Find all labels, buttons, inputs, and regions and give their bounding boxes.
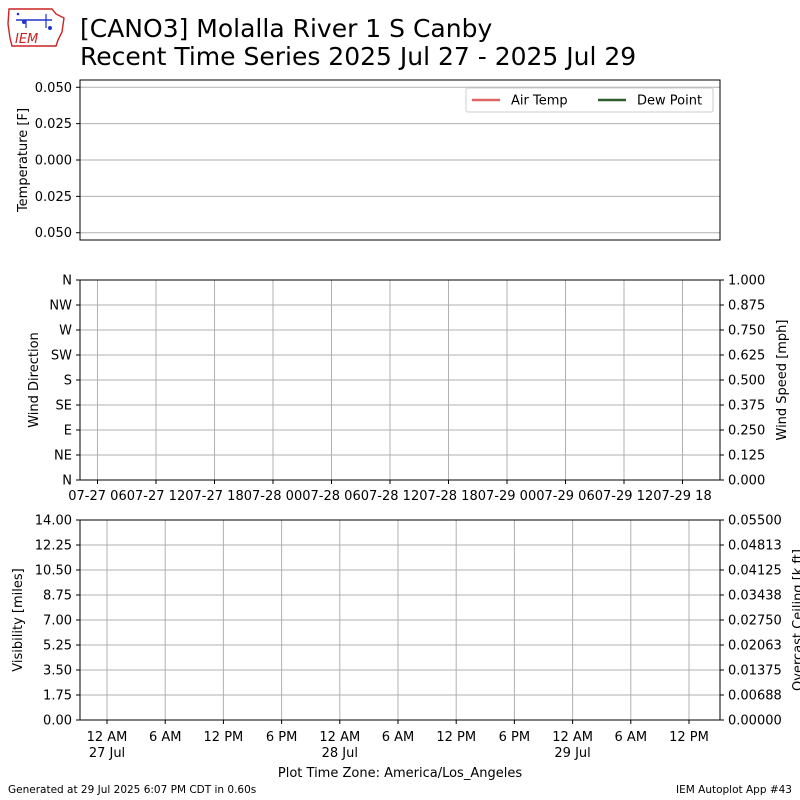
iowa-outline-icon	[7, 8, 65, 47]
visibility-x-tick-label: 12 AM	[319, 730, 360, 745]
visibility-x-date-label: 27 Jul	[89, 746, 125, 761]
wind-x-tick-label: 07-27 06	[68, 489, 126, 504]
ceiling-tick-label: 0.05500	[728, 514, 782, 529]
wind-direction-tick-label: S	[64, 374, 72, 389]
chart-title-line1: [CANO3] Molalla River 1 S Canby	[80, 14, 493, 43]
wind-x-tick-label: 07-28 18	[419, 489, 477, 504]
visibility-tick-label: 1.75	[43, 689, 72, 704]
visibility-tick-label: 0.00	[43, 714, 72, 729]
wind-x-tick-label: 07-29 06	[536, 489, 594, 504]
ceiling-tick-label: 0.04813	[728, 539, 782, 554]
wind-speed-tick-label: 0.875	[728, 299, 765, 314]
wind-speed-tick-label: 0.000	[728, 474, 765, 489]
visibility-x-tick-label: 12 PM	[436, 730, 476, 745]
footer-generated-text: Generated at 29 Jul 2025 6:07 PM CDT in …	[8, 784, 257, 796]
visibility-tick-label: 8.75	[43, 589, 72, 604]
ceiling-tick-label: 0.03438	[728, 589, 782, 604]
visibility-tick-label: 7.00	[43, 614, 72, 629]
wind-x-tick-label: 07-28 12	[361, 489, 419, 504]
legend-dew-point-label: Dew Point	[637, 94, 702, 109]
visibility-tick-label: 3.50	[43, 664, 72, 679]
temperature-y-label: Temperature [F]	[16, 108, 31, 213]
visibility-x-tick-label: 12 PM	[204, 730, 244, 745]
ceiling-y2-label: Overcast Ceiling [k ft]	[791, 549, 800, 691]
logo-text: IEM	[15, 32, 38, 47]
time-zone-x-label: Plot Time Zone: America/Los_Angeles	[278, 766, 522, 781]
wind-direction-tick-label: SE	[56, 399, 72, 414]
wind-speed-tick-label: 0.625	[728, 349, 765, 364]
ceiling-tick-label: 0.00688	[728, 689, 782, 704]
ceiling-tick-label: 0.02063	[728, 639, 782, 654]
wind-speed-y2-label: Wind Speed [mph]	[775, 320, 790, 441]
chart-title-line2: Recent Time Series 2025 Jul 27 - 2025 Ju…	[80, 42, 637, 71]
wind-speed-tick-label: 0.250	[728, 424, 765, 439]
visibility-x-tick-label: 6 PM	[499, 730, 530, 745]
wind-direction-tick-label: W	[59, 324, 72, 339]
visibility-x-tick-label: 12 AM	[87, 730, 128, 745]
visibility-tick-label: 5.25	[43, 639, 72, 654]
footer-app-text: IEM Autoplot App #43	[676, 784, 792, 796]
wind-speed-tick-label: 1.000	[728, 274, 765, 289]
temperature-y-tick-label: 0.025	[35, 190, 72, 205]
wind-x-tick-label: 07-28 06	[302, 489, 360, 504]
wind-plot-frame	[79, 279, 721, 481]
wind-direction-tick-label: NW	[49, 299, 72, 314]
iem-logo: IEM	[7, 8, 65, 47]
visibility-panel: 14.00 0.05500 12.25 0.04813 10.50 0.04125 8.75…	[11, 514, 800, 782]
visibility-x-tick-label: 6 AM	[382, 730, 415, 745]
visibility-x-tick-label: 6 AM	[615, 730, 648, 745]
temperature-y-tick-label: 0.050	[35, 81, 72, 96]
ceiling-tick-label: 0.00000	[728, 714, 782, 729]
wind-x-tick-label: 07-29 00	[478, 489, 536, 504]
temperature-y-tick-label: 0.025	[35, 117, 72, 132]
visibility-x-tick-label: 6 AM	[149, 730, 182, 745]
wind-x-tick-label: 07-29 18	[653, 489, 711, 504]
temperature-legend: Air Temp Dew Point	[465, 87, 714, 113]
wind-speed-tick-label: 0.500	[728, 374, 765, 389]
chart-title: [CANO3] Molalla River 1 S Canby Recent T…	[80, 15, 636, 71]
visibility-x-date-label: 28 Jul	[322, 746, 358, 761]
legend-air-temp-label: Air Temp	[511, 94, 568, 109]
temperature-y-tick-label: 0.000	[35, 154, 72, 169]
wind-x-tick-label: 07-27 18	[185, 489, 243, 504]
visibility-x-tick-label: 6 PM	[266, 730, 297, 745]
wind-direction-y-label: Wind Direction	[27, 332, 42, 428]
wind-x-tick-label: 07-27 12	[127, 489, 185, 504]
wind-x-tick-label: 07-29 12	[595, 489, 653, 504]
wind-speed-tick-label: 0.750	[728, 324, 765, 339]
temperature-panel: 0.050 0.025 0.000 0.025 0.050 Temperature [F…	[16, 79, 721, 241]
wind-direction-tick-label: N	[62, 274, 72, 289]
visibility-x-tick-label: 12 PM	[669, 730, 709, 745]
wind-direction-tick-label: E	[64, 424, 72, 439]
wind-panel: N 1.000 NW 0.875 W 0.750 SW 0.625 S 0.500 SE 0.375 E…	[27, 274, 790, 505]
visibility-tick-label: 14.00	[35, 514, 72, 529]
ceiling-tick-label: 0.01375	[728, 664, 782, 679]
ceiling-tick-label: 0.02750	[728, 614, 782, 629]
visibility-x-date-label: 29 Jul	[554, 746, 590, 761]
wind-x-tick-label: 07-28 00	[244, 489, 302, 504]
wind-speed-tick-label: 0.125	[728, 449, 765, 464]
visibility-x-tick-label: 12 AM	[552, 730, 593, 745]
visibility-y-label: Visibility [miles]	[11, 568, 26, 671]
wind-direction-tick-label: SW	[51, 349, 72, 364]
visibility-plot-frame	[79, 519, 721, 721]
temperature-plot-frame	[79, 79, 721, 241]
ceiling-tick-label: 0.04125	[728, 564, 782, 579]
visibility-tick-label: 10.50	[35, 564, 72, 579]
wind-direction-tick-label: NE	[54, 449, 72, 464]
wind-direction-tick-label: N	[62, 474, 72, 489]
visibility-tick-label: 12.25	[35, 539, 72, 554]
temperature-y-tick-label: 0.050	[35, 226, 72, 241]
wind-speed-tick-label: 0.375	[728, 399, 765, 414]
